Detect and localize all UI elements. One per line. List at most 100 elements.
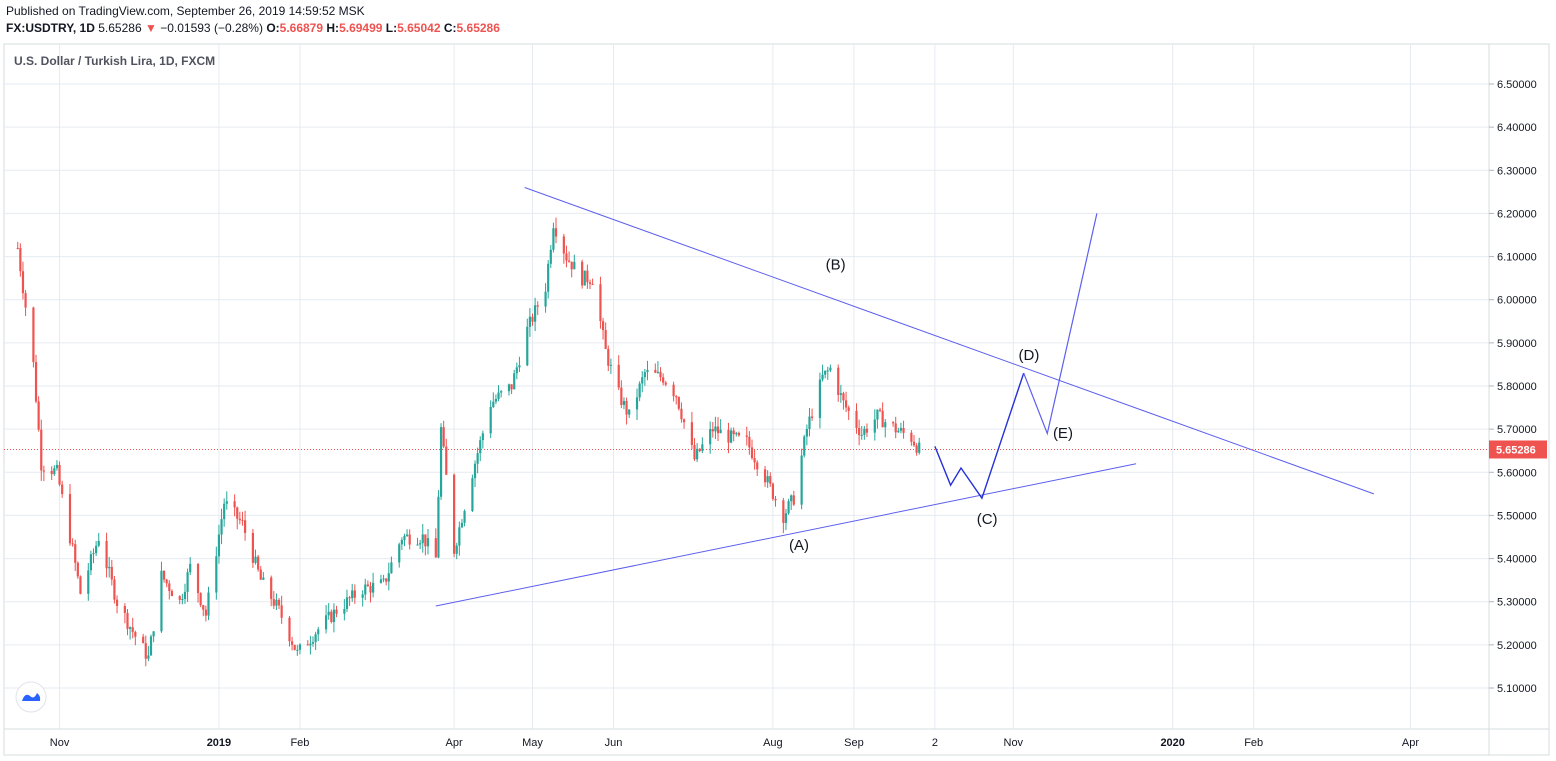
- candle-body: [654, 369, 657, 373]
- candle-body: [32, 307, 35, 363]
- candle-body: [53, 468, 56, 475]
- candle-body: [711, 429, 714, 432]
- candle-body: [818, 379, 822, 418]
- candle-body: [646, 369, 649, 373]
- candle-body: [748, 436, 751, 448]
- candle-body: [108, 566, 111, 569]
- candle-body: [215, 556, 218, 593]
- candle-body: [293, 644, 296, 650]
- candle-body: [243, 520, 247, 533]
- candle-body: [766, 476, 769, 483]
- candle-body: [659, 371, 662, 378]
- candle-body: [782, 500, 785, 523]
- candle-body: [570, 261, 573, 270]
- candle-body: [207, 592, 210, 616]
- x-tick-label: Apr: [1402, 737, 1419, 749]
- y-tick-label: 5.30000: [1497, 597, 1537, 609]
- candle-body: [552, 228, 555, 250]
- candle-body: [891, 422, 895, 424]
- candle-body: [123, 606, 126, 613]
- candle-body: [810, 416, 814, 418]
- candle-body: [199, 593, 202, 606]
- candle-body: [79, 576, 82, 594]
- candle-body: [656, 371, 660, 373]
- candle-body: [837, 367, 840, 395]
- candle-body: [884, 422, 887, 428]
- candle-body: [544, 291, 547, 307]
- candle-body: [497, 392, 500, 399]
- x-tick-label: Nov: [1004, 737, 1024, 749]
- candle-body: [693, 444, 696, 460]
- candle-body: [351, 590, 354, 599]
- candle-body: [641, 377, 644, 384]
- candle-body: [507, 384, 511, 392]
- candle-body: [912, 441, 916, 446]
- candle-body: [562, 236, 565, 254]
- candle-body: [729, 430, 733, 443]
- candle-body: [288, 617, 291, 642]
- candle-body: [531, 316, 534, 322]
- candle-body: [878, 409, 882, 411]
- candle-body: [565, 253, 568, 261]
- x-axis-ticks: Nov 2019 Feb Apr May Jun Aug Sep 2 Nov 2020 Feb Apr: [50, 737, 1420, 749]
- candle-body: [181, 598, 184, 600]
- candle-body: [113, 579, 116, 600]
- candle-body: [803, 436, 806, 456]
- x-tick-label: Nov: [50, 737, 70, 749]
- candle-body: [314, 634, 317, 643]
- candle-body: [790, 495, 793, 502]
- candle-body: [220, 519, 223, 535]
- candle-body: [353, 590, 356, 598]
- candle-body: [178, 596, 181, 600]
- candle-body: [251, 532, 255, 563]
- x-tick-label: 2019: [207, 737, 231, 749]
- candle-body: [847, 407, 850, 411]
- last-price-tag: 5.65286: [1489, 440, 1547, 459]
- candle-body: [714, 426, 717, 432]
- candle-body: [95, 545, 98, 554]
- candle-body: [677, 397, 680, 409]
- candle-body: [306, 644, 309, 646]
- candle-body: [379, 579, 383, 583]
- tradingview-logo-icon[interactable]: [15, 681, 47, 713]
- candle-body: [463, 510, 466, 523]
- candle-body: [635, 397, 639, 410]
- candle-body: [842, 393, 845, 401]
- wave-projection-path-2: [1023, 213, 1098, 436]
- candle-body: [225, 501, 228, 504]
- candle-body: [74, 544, 77, 563]
- candle-body: [727, 429, 730, 443]
- candle-body: [473, 463, 477, 479]
- candle-body: [128, 627, 132, 629]
- candle-body: [275, 599, 278, 606]
- candle-body: [855, 410, 858, 428]
- close-value: 5.65286: [456, 21, 500, 35]
- candle-body: [628, 409, 631, 415]
- candle-body: [405, 534, 409, 536]
- candle-body: [581, 261, 584, 286]
- candle-body: [536, 305, 539, 307]
- candle-body: [277, 599, 281, 606]
- close-label: C:: [443, 21, 457, 35]
- candle-body: [534, 305, 537, 322]
- candle-body: [105, 540, 108, 569]
- candle-body: [701, 444, 704, 451]
- candle-body: [76, 562, 79, 577]
- candle-body: [311, 642, 315, 644]
- candle-body: [126, 612, 129, 629]
- candle-body: [800, 455, 803, 505]
- candle-body: [586, 270, 589, 283]
- candle-body: [675, 396, 678, 398]
- candle-body: [165, 579, 168, 584]
- candle-body: [257, 556, 260, 570]
- candle-body: [805, 428, 808, 437]
- y-tick-label: 5.20000: [1497, 640, 1537, 652]
- candle-body: [617, 364, 620, 388]
- candle-body: [147, 655, 150, 659]
- candle-body: [719, 429, 722, 434]
- y-tick-label: 6.20000: [1497, 208, 1537, 220]
- candle-body: [458, 527, 461, 546]
- candle-body: [583, 270, 586, 286]
- wave-projection-path: [934, 372, 1025, 500]
